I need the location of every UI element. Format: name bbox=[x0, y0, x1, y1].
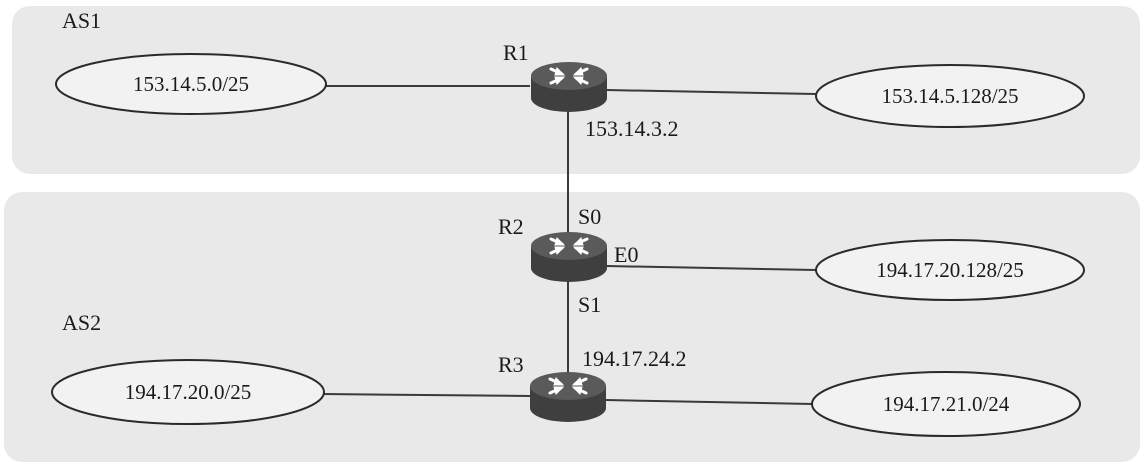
network-ellipse-153-14-5-128 bbox=[815, 64, 1085, 128]
as1-label: AS1 bbox=[62, 8, 101, 33]
network-ellipse-194-17-20-128 bbox=[815, 239, 1085, 301]
link-net4-r3 bbox=[321, 393, 531, 397]
interface-label-s1: S1 bbox=[578, 292, 601, 317]
interface-ip-r1: 153.14.3.2 bbox=[585, 116, 679, 141]
network-ellipse-194-17-21-0 bbox=[811, 371, 1081, 437]
router-icon bbox=[529, 230, 609, 284]
network-ellipse-194-17-20-0 bbox=[51, 359, 325, 425]
interface-label-e0: E0 bbox=[614, 242, 638, 267]
network-label: 153.14.5.128/25 bbox=[881, 84, 1018, 108]
network-label: 194.17.20.128/25 bbox=[876, 258, 1024, 282]
router-label-r3: R3 bbox=[498, 352, 524, 377]
link-r3-net5 bbox=[605, 399, 813, 405]
router-icon bbox=[528, 370, 608, 424]
interface-ip-r3: 194.17.24.2 bbox=[582, 346, 687, 371]
as2-label: AS2 bbox=[62, 310, 101, 335]
link-r2-net3 bbox=[605, 265, 817, 271]
network-label: 194.17.20.0/25 bbox=[125, 380, 252, 404]
router-icon bbox=[529, 60, 609, 114]
network-ellipse-153-14-5-0 bbox=[55, 53, 327, 115]
router-label-r2: R2 bbox=[498, 214, 524, 239]
network-label: 194.17.21.0/24 bbox=[883, 392, 1010, 416]
network-label: 153.14.5.0/25 bbox=[133, 72, 249, 96]
link-r1-net2 bbox=[605, 89, 817, 95]
interface-label-s0: S0 bbox=[578, 204, 601, 229]
router-label-r1: R1 bbox=[503, 40, 529, 65]
